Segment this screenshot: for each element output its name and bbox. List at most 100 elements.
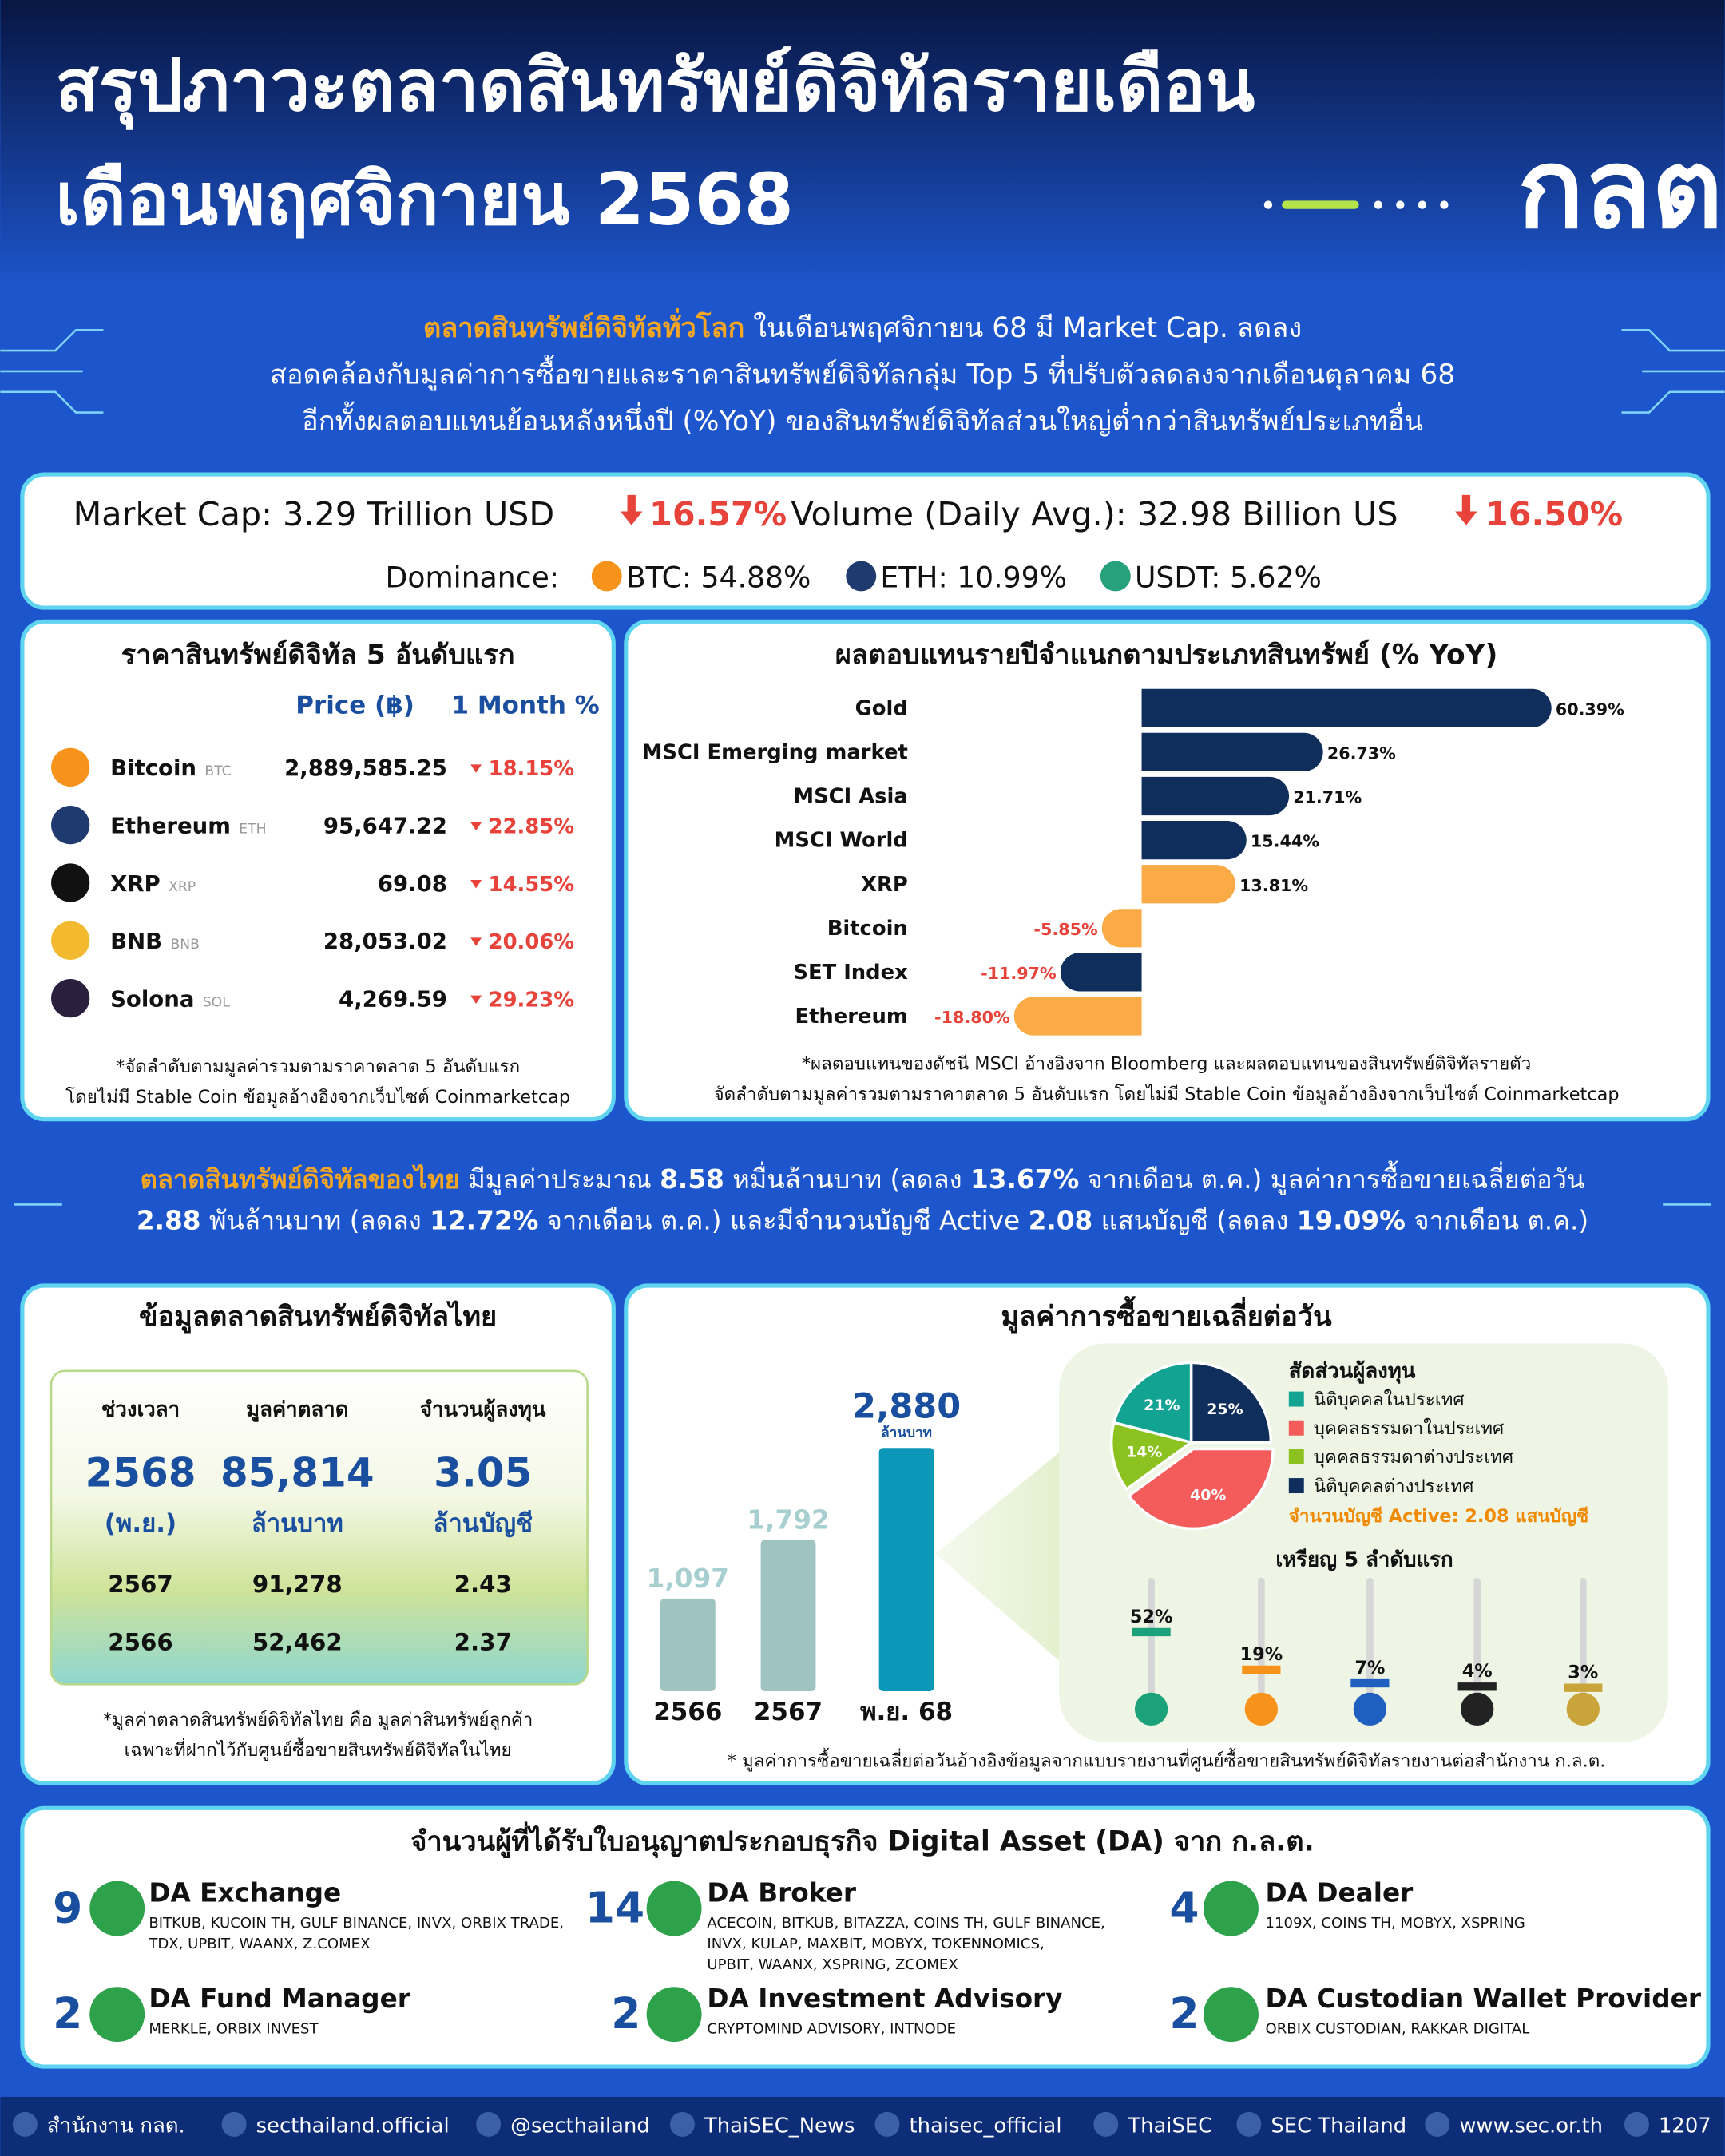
coin-icon xyxy=(1353,1692,1387,1726)
footnote: *ผลตอบแทนของดัชนี MSCI อ้างอิงจาก Bloomb… xyxy=(802,1054,1531,1075)
pie-label: 40% xyxy=(1190,1486,1226,1504)
change: 16.57% xyxy=(649,495,787,533)
summary-line: อีกทั้งผลตอบแทนย้อนหลังหนึ่งปี (%YoY) ขอ… xyxy=(302,401,1423,438)
footer-icon xyxy=(874,2111,900,2137)
price: 4,269.59 xyxy=(339,986,447,1012)
license-icon xyxy=(1204,1987,1259,2043)
column-header: มูลค่าตลาด xyxy=(246,1398,348,1423)
license-icon xyxy=(646,1881,702,1936)
coin-icon xyxy=(51,921,90,960)
license-icon xyxy=(89,1987,145,2043)
bar xyxy=(1141,688,1552,727)
circuit-decor xyxy=(0,328,1725,1206)
license-name: DA Dealer xyxy=(1266,1877,1414,1908)
coin-icon xyxy=(1100,561,1131,592)
license-icon xyxy=(1204,1881,1259,1936)
license-members: INVX, KULAP, MAXBIT, MOBYX, TOKENNOMICS, xyxy=(707,1936,1044,1952)
thai-summary-line-part: ตลาดสินทรัพย์ดิจิทัลของไทย xyxy=(141,1164,460,1195)
pie-label: 21% xyxy=(1144,1397,1180,1414)
coin-name: Solona SOL xyxy=(110,986,230,1012)
thai-summary-line-part: จากเดือน ต.ค.) xyxy=(1406,1205,1588,1235)
thai-table-box xyxy=(50,1369,589,1686)
bar xyxy=(660,1598,716,1691)
dot xyxy=(1263,200,1273,209)
category-label: MSCI Emerging market xyxy=(642,741,908,765)
stats-panel xyxy=(20,472,1711,610)
category-label: 2566 xyxy=(653,1698,722,1726)
license-name: DA Fund Manager xyxy=(149,1984,410,2014)
marker xyxy=(1132,1627,1171,1637)
current-unit: ล้านบาท xyxy=(252,1509,343,1538)
current-unit: (พ.ย.) xyxy=(105,1509,176,1538)
license-name: DA Broker xyxy=(707,1877,856,1908)
value-label: 4% xyxy=(1462,1661,1493,1682)
logo: กลต xyxy=(1517,125,1723,253)
marker xyxy=(1564,1683,1603,1692)
bar xyxy=(878,1448,934,1691)
license-count: 2 xyxy=(611,1988,640,2039)
category-label: Bitcoin xyxy=(827,917,908,941)
category-label: Gold xyxy=(855,696,908,720)
footer-link: สำนักงาน กลต. xyxy=(47,2114,185,2138)
coin-name-part: Bitcoin xyxy=(110,755,196,781)
subtitle: เหรียญ 5 ลำดับแรก xyxy=(1275,1548,1453,1571)
circuit-right xyxy=(1621,328,1725,414)
bar xyxy=(1101,909,1142,948)
license-members: MERKLE, ORBIX INVEST xyxy=(149,2021,319,2038)
dot xyxy=(1374,200,1382,209)
table-cell: 2.37 xyxy=(454,1628,512,1655)
legend-label: นิติบุคคลต่างประเทศ xyxy=(1314,1476,1474,1496)
circuit-left xyxy=(0,328,104,414)
footer-link: SEC Thailand xyxy=(1271,2114,1406,2138)
dot xyxy=(1440,200,1449,209)
down-triangle xyxy=(470,880,482,889)
panel-title: ราคาสินทรัพย์ดิจิทัล 5 อันดับแรก xyxy=(121,640,515,672)
value-label: 60.39% xyxy=(1556,700,1624,719)
dominance: BTC: 54.88% xyxy=(626,560,811,594)
bar xyxy=(1141,776,1290,816)
price: 2,889,585.25 xyxy=(284,755,447,781)
coin-name: Ethereum ETH xyxy=(110,813,267,838)
current-value: 2568 xyxy=(85,1449,196,1496)
dot xyxy=(1396,200,1405,209)
bar xyxy=(1141,820,1247,860)
license-members: CRYPTOMIND ADVISORY, INTNODE xyxy=(707,2021,956,2038)
summary-line-part: ตลาดสินทรัพย์ดิจิทัลทั่วโลก xyxy=(423,307,744,344)
title: สรุปภาวะตลาดสินทรัพย์ดิจิทัลรายเดือน xyxy=(55,45,1255,130)
change: 18.15% xyxy=(489,757,575,781)
column-header: ช่วงเวลา xyxy=(101,1398,180,1422)
category-label: Ethereum xyxy=(795,1005,907,1028)
current-value: 85,814 xyxy=(220,1449,375,1496)
dominance: ETH: 10.99% xyxy=(880,560,1067,594)
footnote: จัดลำดับตามมูลค่ารวมตามราคาตลาด 5 อันดับ… xyxy=(714,1083,1620,1105)
value-label: 2,880 xyxy=(852,1386,961,1426)
footnote: * มูลค่าการซื้อขายเฉลี่ยต่อวันอ้างอิงข้อ… xyxy=(728,1748,1606,1772)
dot xyxy=(1418,200,1426,209)
bar xyxy=(1141,865,1235,904)
da-panel xyxy=(20,1805,1711,2069)
coin-icon xyxy=(1566,1692,1600,1726)
coin-name-part: ETH xyxy=(239,821,266,837)
bar xyxy=(760,1540,816,1691)
thai-summary-line: 2.88 พันล้านบาท (ลดลง 12.72% จากเดือน ต.… xyxy=(137,1205,1588,1235)
value-label: -5.85% xyxy=(1033,920,1098,939)
change: 29.23% xyxy=(489,988,575,1012)
dash xyxy=(1282,200,1359,209)
table-cell: 2.43 xyxy=(454,1571,512,1598)
coin-name-part: Solona xyxy=(110,986,194,1012)
panel-title: ผลตอบแทนรายปีจำแนกตามประเภทสินทรัพย์ (% … xyxy=(835,640,1498,672)
note: จำนวนบัญชี Active: 2.08 แสนบัญชี xyxy=(1289,1506,1588,1527)
license-members: BITKUB, KUCOIN TH, GULF BINANCE, INVX, O… xyxy=(149,1915,564,1932)
thai-summary-line-part: มีมูลค่าประมาณ xyxy=(460,1164,660,1195)
category-label: 2567 xyxy=(754,1698,823,1726)
column-header: 1 Month % xyxy=(452,692,600,720)
license-members: UPBIT, WAANX, XSPRING, ZCOMEX xyxy=(707,1956,958,1973)
current-unit: ล้านบัญชี xyxy=(433,1509,533,1538)
value-label: 1,097 xyxy=(647,1563,729,1594)
license-members: 1109X, COINS TH, MOBYX, XSPRING xyxy=(1266,1915,1525,1932)
table-cell: 52,462 xyxy=(252,1628,343,1655)
value-label: 19% xyxy=(1240,1644,1283,1665)
license-name: DA Exchange xyxy=(149,1877,341,1908)
category-label: XRP xyxy=(861,873,908,897)
footer-link: secthailand.official xyxy=(256,2114,450,2138)
